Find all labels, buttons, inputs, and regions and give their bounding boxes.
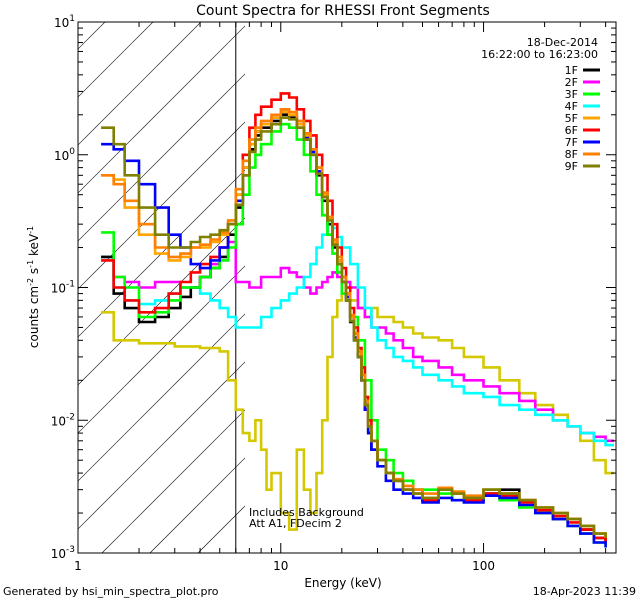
legend-label: 2F bbox=[565, 76, 578, 89]
x-axis-label: Energy (keV) bbox=[304, 576, 381, 590]
hatch-line bbox=[78, 217, 245, 386]
y-axis-label: counts cm-2 s-1 keV-1 bbox=[26, 226, 41, 348]
series-9F bbox=[101, 116, 607, 538]
time-range-label: 16:22:00 to 16:23:00 bbox=[481, 48, 598, 61]
hatch-line bbox=[78, 361, 245, 530]
hatch-line bbox=[78, 22, 154, 98]
series-bkg bbox=[101, 292, 614, 531]
y-tick-label: 10-1 bbox=[51, 280, 75, 296]
hatch-line bbox=[438, 0, 640, 553]
legend-label: 7F bbox=[565, 136, 578, 149]
y-tick-label: 10-2 bbox=[51, 412, 75, 428]
legend-label: 9F bbox=[565, 160, 578, 173]
date-label: 18-Dec-2014 bbox=[527, 36, 598, 49]
hatch-line bbox=[78, 25, 245, 194]
series-layer bbox=[101, 92, 614, 548]
x-tick-label: 10 bbox=[273, 559, 288, 573]
hatch-line bbox=[101, 409, 245, 553]
legend-label: 8F bbox=[565, 148, 578, 161]
legend-label: 5F bbox=[565, 112, 578, 125]
hatch-line bbox=[78, 313, 245, 482]
annotation-background: Includes Background bbox=[249, 506, 364, 519]
x-tick-label: 1 bbox=[74, 559, 82, 573]
y-tick-label: 10-3 bbox=[51, 545, 75, 561]
annotation-attenuator: Att A1, FDecim 2 bbox=[249, 517, 342, 530]
chart-title: Count Spectra for RHESSI Front Segments bbox=[196, 3, 490, 19]
legend-label: 3F bbox=[565, 88, 578, 101]
footer-timestamp: 18-Apr-2023 11:39 bbox=[533, 585, 636, 598]
x-tick-label: 100 bbox=[472, 559, 495, 573]
background-hatch-region bbox=[0, 0, 640, 553]
hatch-line bbox=[0, 0, 126, 553]
y-axis: 101 100 10-1 10-2 10-3 bbox=[51, 14, 616, 561]
legend-label: 6F bbox=[565, 124, 578, 137]
legend-label: 4F bbox=[565, 100, 578, 113]
y-tick-label: 100 bbox=[54, 147, 75, 163]
hatch-line bbox=[78, 22, 202, 146]
footer-generated-by: Generated by hsi_min_spectra_plot.pro bbox=[3, 585, 219, 598]
y-tick-label: 101 bbox=[54, 14, 75, 30]
x-axis: 1 10 100 bbox=[74, 22, 607, 573]
hatch-line bbox=[390, 0, 640, 553]
legend-label: 1F bbox=[565, 64, 578, 77]
